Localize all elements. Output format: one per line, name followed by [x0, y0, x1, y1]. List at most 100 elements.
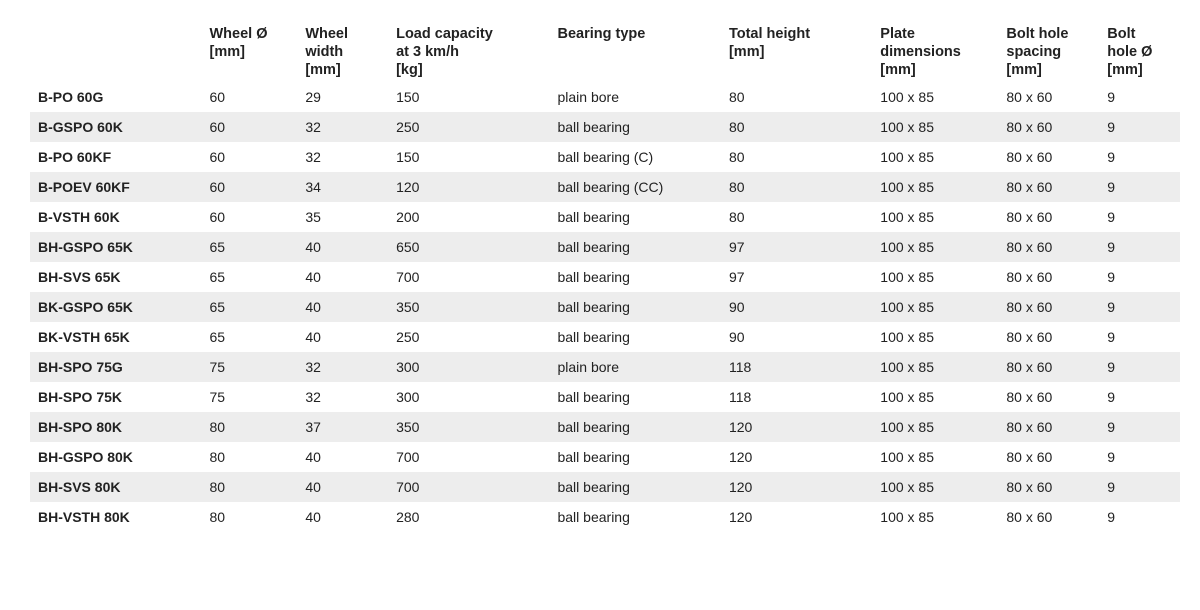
cell-wheel_w: 32 [297, 382, 388, 412]
table-row: B-PO 60KF6032150ball bearing (C)80100 x … [30, 142, 1180, 172]
cell-bolt_d: 9 [1099, 142, 1180, 172]
table-row: B-POEV 60KF6034120ball bearing (CC)80100… [30, 172, 1180, 202]
cell-bolt_sp: 80 x 60 [998, 142, 1099, 172]
cell-bearing: ball bearing [549, 232, 720, 262]
row-label: B-GSPO 60K [30, 112, 201, 142]
col-header-bolt_d: Bolthole Ø[mm] [1099, 20, 1180, 82]
col-header-wheel_w: Wheel width [mm] [297, 20, 388, 82]
col-header-unit: [mm] [880, 62, 990, 78]
row-label: BK-GSPO 65K [30, 292, 201, 322]
cell-wheel_d: 60 [201, 112, 297, 142]
cell-load: 250 [388, 112, 549, 142]
cell-bolt_d: 9 [1099, 262, 1180, 292]
cell-load: 150 [388, 82, 549, 112]
cell-bolt_sp: 80 x 60 [998, 112, 1099, 142]
table-row: BH-SPO 80K8037350ball bearing120100 x 85… [30, 412, 1180, 442]
cell-bolt_sp: 80 x 60 [998, 382, 1099, 412]
col-header-unit: [mm] [209, 44, 289, 60]
col-header-line2: width [305, 44, 380, 60]
cell-plate: 100 x 85 [872, 382, 998, 412]
cell-wheel_d: 65 [201, 262, 297, 292]
cell-plate: 100 x 85 [872, 412, 998, 442]
cell-wheel_d: 80 [201, 442, 297, 472]
cell-wheel_d: 65 [201, 232, 297, 262]
cell-bearing: ball bearing (CC) [549, 172, 720, 202]
row-label: B-VSTH 60K [30, 202, 201, 232]
cell-bearing: ball bearing (C) [549, 142, 720, 172]
col-header-line2: dimensions [880, 44, 990, 60]
spec-table: Wheel Ø[mm]Wheelwidth[mm]Load capacityat… [30, 20, 1180, 532]
row-label: B-PO 60G [30, 82, 201, 112]
cell-wheel_d: 80 [201, 412, 297, 442]
cell-bolt_sp: 80 x 60 [998, 82, 1099, 112]
row-label: BH-SVS 65K [30, 262, 201, 292]
cell-height: 118 [721, 382, 872, 412]
row-label: B-POEV 60KF [30, 172, 201, 202]
cell-bolt_sp: 80 x 60 [998, 172, 1099, 202]
cell-load: 350 [388, 292, 549, 322]
cell-bolt_d: 9 [1099, 502, 1180, 532]
cell-wheel_w: 32 [297, 112, 388, 142]
cell-plate: 100 x 85 [872, 172, 998, 202]
cell-load: 280 [388, 502, 549, 532]
cell-wheel_w: 40 [297, 232, 388, 262]
cell-bolt_sp: 80 x 60 [998, 262, 1099, 292]
row-label: B-PO 60KF [30, 142, 201, 172]
cell-bearing: ball bearing [549, 262, 720, 292]
col-header-line2: spacing [1006, 44, 1091, 60]
cell-bolt_d: 9 [1099, 352, 1180, 382]
cell-load: 150 [388, 142, 549, 172]
cell-bolt_d: 9 [1099, 472, 1180, 502]
table-row: BH-VSTH 80K8040280ball bearing120100 x 8… [30, 502, 1180, 532]
cell-wheel_d: 65 [201, 292, 297, 322]
cell-load: 700 [388, 262, 549, 292]
col-header-height: Total height[mm] [721, 20, 872, 82]
cell-plate: 100 x 85 [872, 322, 998, 352]
cell-bearing: ball bearing [549, 292, 720, 322]
cell-wheel_d: 60 [201, 172, 297, 202]
cell-bolt_sp: 80 x 60 [998, 292, 1099, 322]
col-header-line1: Total height [729, 26, 864, 42]
cell-load: 700 [388, 472, 549, 502]
cell-bearing: ball bearing [549, 472, 720, 502]
cell-wheel_w: 29 [297, 82, 388, 112]
cell-height: 120 [721, 472, 872, 502]
cell-load: 300 [388, 352, 549, 382]
cell-height: 80 [721, 142, 872, 172]
cell-plate: 100 x 85 [872, 82, 998, 112]
table-row: BH-SVS 80K8040700ball bearing120100 x 85… [30, 472, 1180, 502]
cell-bearing: ball bearing [549, 322, 720, 352]
col-header-load: Load capacityat 3 km/h[kg] [388, 20, 549, 82]
table-row: B-VSTH 60K6035200ball bearing80100 x 858… [30, 202, 1180, 232]
table-row: BK-GSPO 65K6540350ball bearing90100 x 85… [30, 292, 1180, 322]
cell-wheel_w: 32 [297, 352, 388, 382]
cell-bolt_d: 9 [1099, 82, 1180, 112]
col-header-bearing: Bearing type [549, 20, 720, 82]
cell-bearing: ball bearing [549, 502, 720, 532]
cell-bolt_sp: 80 x 60 [998, 442, 1099, 472]
cell-wheel_d: 80 [201, 472, 297, 502]
cell-wheel_w: 37 [297, 412, 388, 442]
cell-bearing: plain bore [549, 352, 720, 382]
row-label: BK-VSTH 65K [30, 322, 201, 352]
cell-plate: 100 x 85 [872, 472, 998, 502]
cell-wheel_d: 80 [201, 502, 297, 532]
col-header-line1: Wheel [305, 26, 380, 42]
col-header-unit: [mm] [1006, 62, 1091, 78]
cell-wheel_d: 60 [201, 142, 297, 172]
col-header-unit: [mm] [305, 62, 380, 78]
cell-load: 700 [388, 442, 549, 472]
cell-height: 120 [721, 412, 872, 442]
table-row: BK-VSTH 65K6540250ball bearing90100 x 85… [30, 322, 1180, 352]
cell-wheel_w: 40 [297, 292, 388, 322]
cell-height: 80 [721, 112, 872, 142]
cell-bearing: ball bearing [549, 202, 720, 232]
row-label: BH-GSPO 80K [30, 442, 201, 472]
cell-height: 80 [721, 82, 872, 112]
cell-height: 80 [721, 172, 872, 202]
cell-bearing: ball bearing [549, 382, 720, 412]
col-header-line1: Plate [880, 26, 990, 42]
cell-load: 120 [388, 172, 549, 202]
table-row: B-GSPO 60K6032250ball bearing80100 x 858… [30, 112, 1180, 142]
cell-wheel_d: 75 [201, 352, 297, 382]
